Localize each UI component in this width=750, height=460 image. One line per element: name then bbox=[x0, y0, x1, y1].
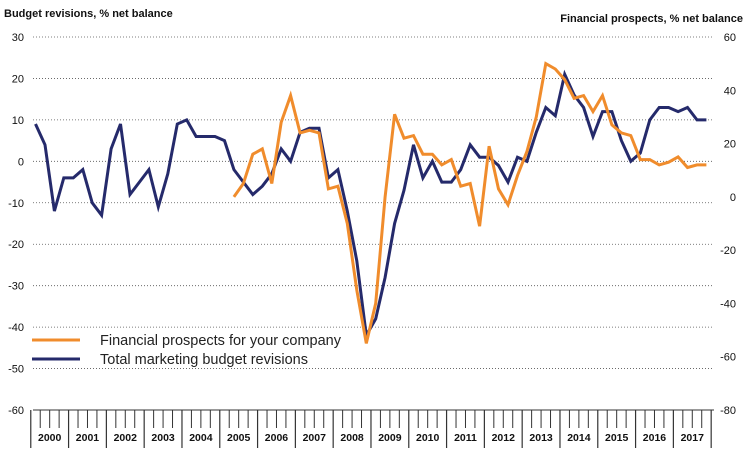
left-axis-title: Budget revisions, % net balance bbox=[4, 8, 173, 20]
right-tick-label: 40 bbox=[724, 85, 736, 97]
year-label: 2016 bbox=[643, 432, 667, 444]
right-tick-label: 20 bbox=[724, 139, 736, 151]
right-tick-label: 60 bbox=[724, 32, 736, 44]
year-label: 2012 bbox=[492, 432, 516, 444]
year-label: 2000 bbox=[38, 432, 62, 444]
year-label: 2009 bbox=[378, 432, 402, 444]
series-line-financial-prospects bbox=[232, 61, 707, 344]
year-label: 2008 bbox=[340, 432, 364, 444]
right-tick-label: -80 bbox=[720, 405, 736, 417]
year-label: 2015 bbox=[605, 432, 629, 444]
year-label: 2010 bbox=[416, 432, 440, 444]
right-tick-label: 0 bbox=[730, 192, 736, 204]
year-label: 2001 bbox=[76, 432, 100, 444]
year-label: 2003 bbox=[151, 432, 175, 444]
right-tick-label: -20 bbox=[720, 245, 736, 257]
left-tick-label: 10 bbox=[12, 115, 24, 127]
left-tick-label: -30 bbox=[8, 281, 24, 293]
left-tick-label: -20 bbox=[8, 239, 24, 251]
legend-label-budget-revisions: Total marketing budget revisions bbox=[100, 352, 308, 368]
right-axis-title: Financial prospects, % net balance bbox=[560, 13, 743, 25]
x-axis: 2000 2001 2002 2003 2004 2005 2006 2007 2008 2009… bbox=[30, 409, 714, 448]
left-axis-ticks: 30 20 10 0 -10 -20 -30 -40 -50 -60 bbox=[8, 32, 24, 417]
right-axis-ticks: 60 40 20 0 -20 -40 -60 -80 bbox=[720, 32, 736, 417]
left-tick-label: 0 bbox=[18, 156, 24, 168]
year-label: 2005 bbox=[227, 432, 251, 444]
legend-label-financial-prospects: Financial prospects for your company bbox=[100, 333, 342, 349]
left-tick-label: -10 bbox=[8, 198, 24, 210]
year-label: 2002 bbox=[114, 432, 138, 444]
year-label: 2006 bbox=[265, 432, 289, 444]
year-label: 2004 bbox=[189, 432, 213, 444]
year-label: 2013 bbox=[529, 432, 553, 444]
year-label: 2011 bbox=[454, 432, 477, 444]
series-lines bbox=[34, 61, 707, 344]
left-tick-label: -60 bbox=[8, 405, 24, 417]
legend: Financial prospects for your company Tot… bbox=[32, 333, 342, 368]
left-tick-label: 30 bbox=[12, 32, 24, 44]
year-label: 2014 bbox=[567, 432, 591, 444]
left-tick-label: -40 bbox=[8, 322, 24, 334]
year-label: 2017 bbox=[681, 432, 705, 444]
right-tick-label: -40 bbox=[720, 298, 736, 310]
year-label: 2007 bbox=[303, 432, 327, 444]
right-tick-label: -60 bbox=[720, 352, 736, 364]
left-tick-label: 20 bbox=[12, 73, 24, 85]
series-line-budget-revisions bbox=[34, 69, 707, 341]
left-tick-label: -50 bbox=[8, 364, 24, 376]
